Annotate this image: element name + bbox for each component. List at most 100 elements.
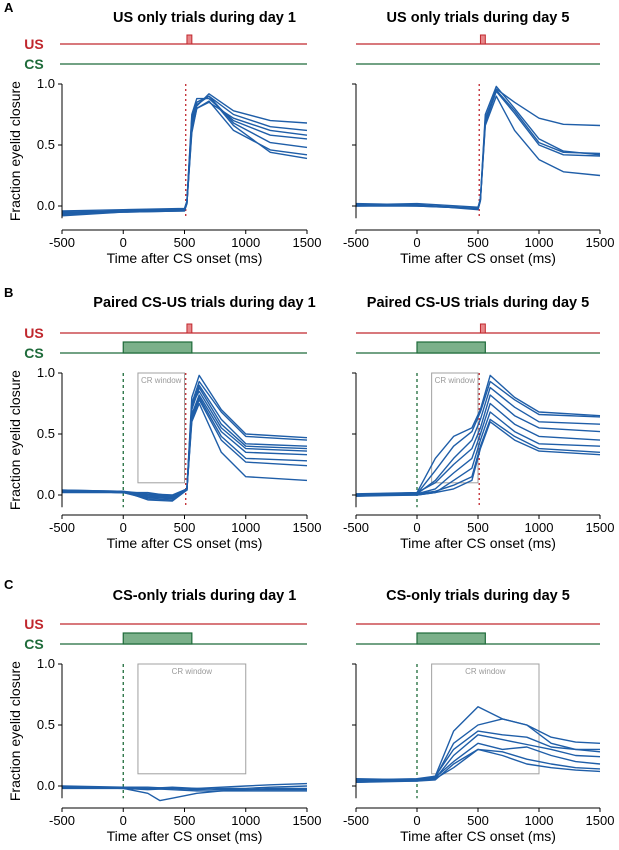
y-axis-label: Fraction eyelid closure bbox=[7, 661, 23, 801]
trace-line-6 bbox=[355, 748, 601, 783]
y-tick-label: 0.5 bbox=[37, 717, 55, 732]
panel-title: US only trials during day 5 bbox=[387, 10, 570, 26]
us-pulse bbox=[186, 323, 193, 334]
trace-line-1 bbox=[355, 374, 601, 496]
x-tick-label: 500 bbox=[174, 813, 196, 828]
trace-line-7 bbox=[355, 418, 601, 496]
us-pulse bbox=[186, 34, 193, 45]
us-pulse bbox=[479, 34, 486, 45]
cs-pulse bbox=[122, 632, 193, 645]
panel-title: Paired CS-US trials during day 5 bbox=[367, 295, 589, 311]
cr-window-label: CR window bbox=[141, 376, 182, 385]
x-axis-label: Time after CS onset (ms) bbox=[107, 828, 263, 844]
x-tick-label: 1500 bbox=[293, 520, 322, 535]
x-tick-label: -500 bbox=[343, 235, 369, 250]
x-tick-label: 500 bbox=[174, 235, 196, 250]
trace-line-7 bbox=[356, 748, 601, 781]
x-tick-label: 1000 bbox=[525, 235, 554, 250]
x-tick-label: -500 bbox=[343, 520, 369, 535]
us-label: US bbox=[24, 325, 43, 341]
x-tick-label: 500 bbox=[467, 520, 489, 535]
cr-window-box bbox=[431, 372, 479, 484]
y-tick-label: 0.5 bbox=[37, 137, 55, 152]
x-tick-label: 1500 bbox=[293, 813, 322, 828]
trace-line-4 bbox=[61, 95, 308, 213]
us-pulse bbox=[479, 323, 486, 334]
trace-line-7 bbox=[62, 101, 308, 213]
x-axis-label: Time after CS onset (ms) bbox=[400, 250, 556, 266]
trace-line-1 bbox=[356, 88, 601, 210]
cs-label: CS bbox=[24, 345, 43, 361]
trace-line-5 bbox=[355, 95, 601, 210]
x-tick-label: 0 bbox=[413, 235, 420, 250]
x-tick-label: -500 bbox=[343, 813, 369, 828]
trace-line-5 bbox=[61, 100, 308, 216]
panel-letter: A bbox=[4, 0, 14, 15]
x-tick-label: 0 bbox=[120, 520, 127, 535]
chart-panel-c5: CS-only trials during day 5 CR window -500… bbox=[343, 588, 614, 844]
x-tick-label: 500 bbox=[467, 813, 489, 828]
trace-line-4 bbox=[355, 394, 601, 495]
cs-pulse bbox=[122, 341, 193, 354]
y-tick-label: 0.0 bbox=[37, 487, 55, 502]
trace-line-3 bbox=[355, 89, 601, 210]
x-axis-label: Time after CS onset (ms) bbox=[107, 535, 263, 551]
panel-letter: B bbox=[4, 285, 13, 300]
x-axis-label: Time after CS onset (ms) bbox=[400, 535, 556, 551]
x-tick-label: 0 bbox=[413, 520, 420, 535]
chart-panel-a1: US only trials during day 1 US CS 0.0 0.5 1.0… bbox=[7, 10, 321, 266]
x-tick-label: 500 bbox=[174, 520, 196, 535]
panel-title: US only trials during day 1 bbox=[113, 10, 296, 26]
y-tick-label: 1.0 bbox=[37, 76, 55, 91]
trace-line-2 bbox=[355, 718, 601, 783]
chart-panel-b1: Paired CS-US trials during day 1 US CS CR w… bbox=[7, 295, 321, 551]
cs-pulse bbox=[416, 341, 486, 354]
x-tick-label: -500 bbox=[49, 235, 75, 250]
cs-label: CS bbox=[24, 56, 43, 72]
trace-line-2 bbox=[61, 93, 308, 217]
x-tick-label: 1000 bbox=[231, 813, 260, 828]
y-tick-label: 0.0 bbox=[37, 778, 55, 793]
trace-line-3 bbox=[61, 97, 308, 212]
y-tick-label: 1.0 bbox=[37, 365, 55, 380]
panel-title: Paired CS-US trials during day 1 bbox=[93, 295, 315, 311]
x-tick-label: 1000 bbox=[231, 520, 260, 535]
x-tick-label: 1000 bbox=[231, 235, 260, 250]
trace-line-8 bbox=[356, 421, 601, 496]
x-tick-label: 500 bbox=[467, 235, 489, 250]
x-tick-label: 1500 bbox=[586, 813, 615, 828]
x-tick-label: -500 bbox=[49, 520, 75, 535]
x-axis-label: Time after CS onset (ms) bbox=[400, 828, 556, 844]
chart-panel-a5: US only trials during day 5 -500 0 500 1000 1… bbox=[343, 10, 614, 266]
x-tick-label: -500 bbox=[49, 813, 75, 828]
trace-line-2 bbox=[355, 380, 601, 497]
x-tick-label: 1500 bbox=[586, 520, 615, 535]
trace-line-5 bbox=[355, 402, 601, 496]
y-tick-label: 1.0 bbox=[37, 656, 55, 671]
x-tick-label: 1500 bbox=[293, 235, 322, 250]
x-tick-label: 1500 bbox=[586, 235, 615, 250]
trace-line-3 bbox=[355, 730, 600, 781]
cr-window-box bbox=[137, 372, 185, 484]
cs-pulse bbox=[416, 632, 486, 645]
cr-window-label: CR window bbox=[435, 376, 476, 385]
x-tick-label: 1000 bbox=[525, 520, 554, 535]
panel-letter: C bbox=[4, 577, 14, 592]
panel-title: CS-only trials during day 1 bbox=[113, 588, 297, 604]
cr-window-label: CR window bbox=[465, 667, 506, 676]
x-tick-label: 1000 bbox=[525, 813, 554, 828]
x-tick-label: 0 bbox=[120, 235, 127, 250]
trace-line-5 bbox=[62, 786, 307, 792]
trace-line-3 bbox=[61, 786, 307, 791]
cr-window-box bbox=[137, 663, 247, 775]
trace-line-1 bbox=[61, 95, 308, 214]
y-axis-label: Fraction eyelid closure bbox=[7, 81, 23, 221]
x-axis-label: Time after CS onset (ms) bbox=[107, 250, 263, 266]
cr-window-box bbox=[431, 663, 540, 775]
us-label: US bbox=[24, 36, 43, 52]
chart-panel-b5: Paired CS-US trials during day 5 CR windo… bbox=[343, 295, 614, 551]
cs-label: CS bbox=[24, 636, 43, 652]
trace-line-9 bbox=[61, 402, 308, 499]
chart-panel-c1: CS-only trials during day 1 US CS CR window… bbox=[7, 588, 321, 844]
